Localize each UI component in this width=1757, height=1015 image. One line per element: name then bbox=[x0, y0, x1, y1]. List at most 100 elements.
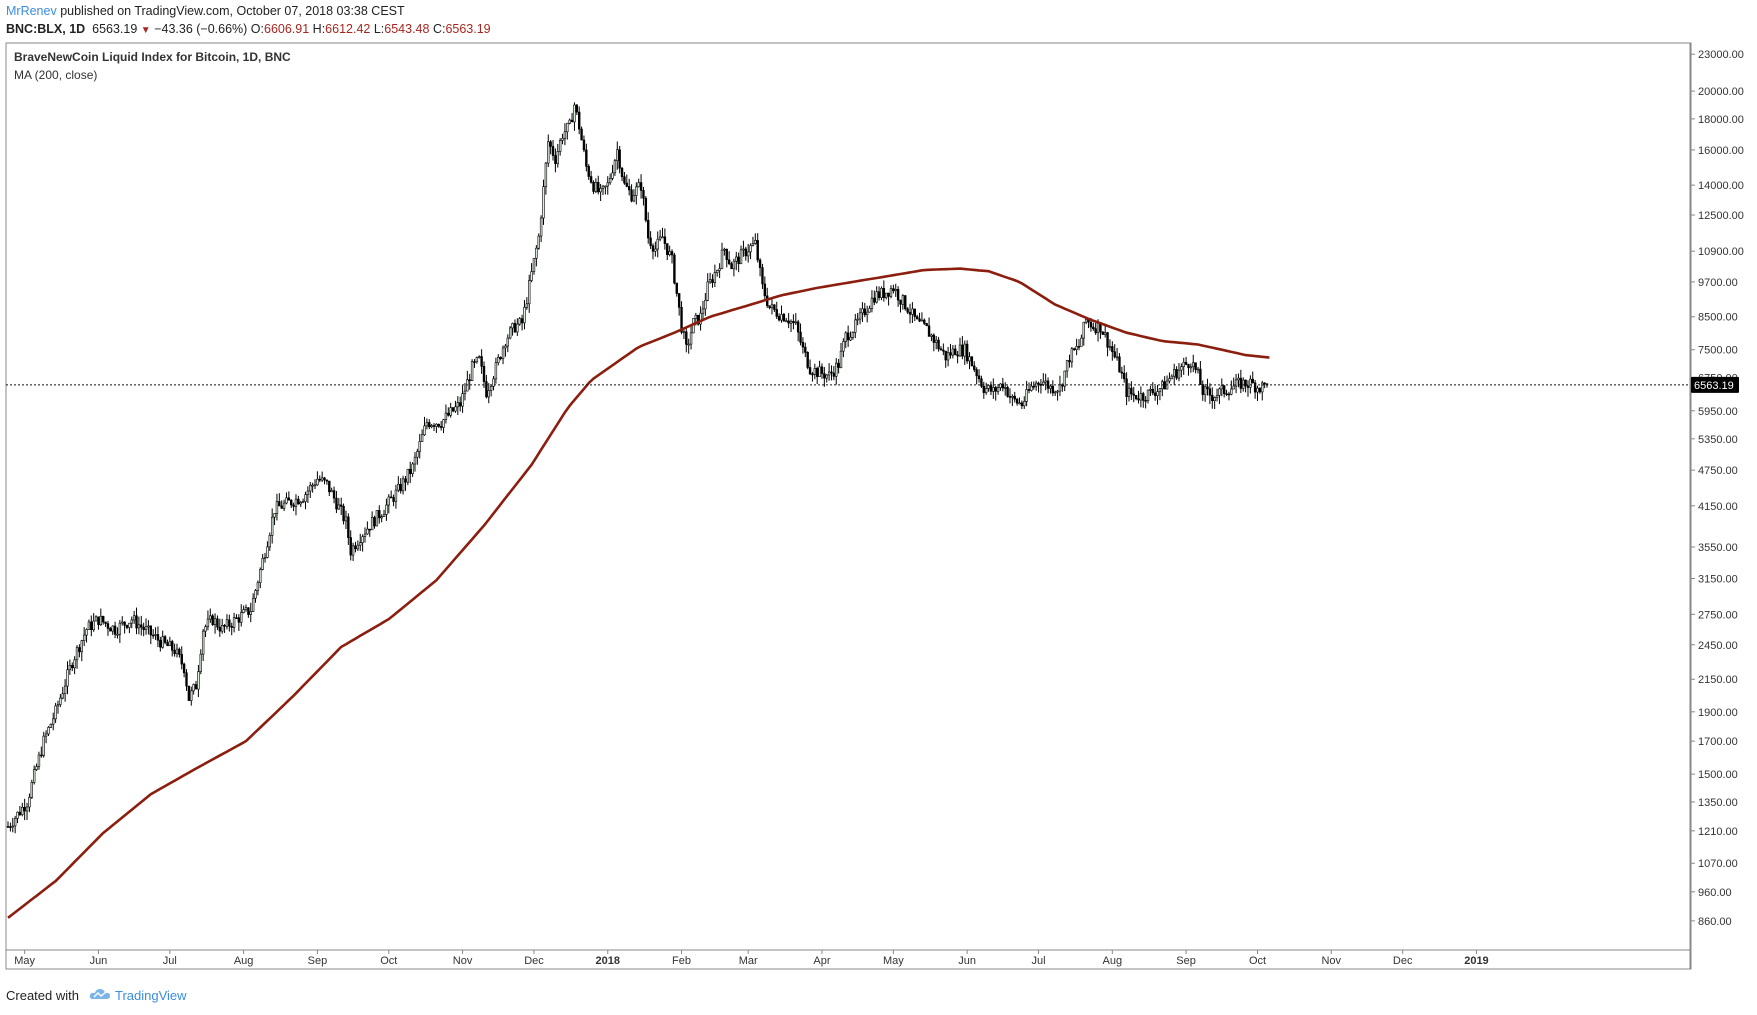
candle-body bbox=[718, 268, 721, 271]
candle-body bbox=[1232, 385, 1235, 390]
candle-body bbox=[1230, 388, 1233, 395]
candle-body bbox=[380, 516, 383, 519]
candle-body bbox=[1149, 388, 1152, 391]
y-tick-label: 860.00 bbox=[1698, 916, 1732, 928]
candle-body bbox=[537, 235, 540, 249]
candle-body bbox=[1082, 321, 1085, 339]
candle-body bbox=[958, 344, 962, 357]
candle-body bbox=[168, 641, 172, 647]
candle-body bbox=[485, 381, 488, 398]
candle-body bbox=[349, 537, 352, 556]
candle-body bbox=[449, 407, 452, 416]
candle-body bbox=[1218, 388, 1221, 396]
candle-body bbox=[720, 249, 724, 269]
candle-body bbox=[625, 182, 629, 187]
candle-body bbox=[589, 176, 593, 183]
candle-body bbox=[977, 375, 981, 380]
candle-body bbox=[56, 704, 60, 707]
candle-body bbox=[799, 331, 802, 343]
candle-body bbox=[361, 536, 364, 543]
candle-body bbox=[587, 166, 590, 177]
y-tick-label: 14000.00 bbox=[1698, 180, 1744, 192]
candle-body bbox=[270, 516, 274, 536]
candle-body bbox=[1094, 328, 1097, 334]
candle-body bbox=[492, 378, 495, 387]
close-value: 6563.19 bbox=[445, 22, 491, 36]
candle-body bbox=[818, 366, 821, 377]
candle-body bbox=[1101, 331, 1105, 335]
price-chart[interactable]: BraveNewCoin Liquid Index for Bitcoin, 1… bbox=[0, 42, 1757, 982]
candle-body bbox=[1163, 381, 1166, 390]
candle-body bbox=[316, 478, 319, 486]
candle-body bbox=[251, 597, 255, 612]
candle-body bbox=[685, 331, 688, 345]
candle-body bbox=[156, 634, 160, 641]
publish-info: MrRenev published on TradingView.com, Oc… bbox=[6, 4, 405, 18]
candle-body bbox=[739, 249, 743, 265]
candle-body bbox=[1068, 360, 1071, 363]
candle-body bbox=[1258, 387, 1262, 393]
candle-body bbox=[301, 501, 305, 503]
candle-body bbox=[392, 497, 395, 502]
candle-body bbox=[432, 425, 436, 427]
candle-body bbox=[1203, 386, 1207, 395]
candle-body bbox=[1253, 382, 1257, 393]
candle-body bbox=[320, 477, 324, 481]
x-tick-label: Nov bbox=[1321, 955, 1341, 967]
candle-body bbox=[592, 182, 595, 192]
candle-body bbox=[185, 672, 188, 687]
candle-body bbox=[420, 434, 424, 442]
candle-body bbox=[618, 149, 621, 169]
author-name[interactable]: MrRenev bbox=[6, 4, 57, 18]
candle-body bbox=[785, 320, 788, 323]
open-value: 6606.91 bbox=[264, 22, 310, 36]
candle-body bbox=[16, 811, 19, 819]
candle-body bbox=[140, 624, 143, 628]
candle-body bbox=[1199, 368, 1202, 385]
candle-body bbox=[375, 510, 379, 527]
candle-body bbox=[687, 343, 690, 346]
candle-body bbox=[106, 623, 110, 629]
candle-body bbox=[1139, 393, 1143, 401]
tradingview-brand[interactable]: TradingView bbox=[114, 988, 187, 1003]
candle-body bbox=[849, 337, 852, 341]
candle-body bbox=[147, 625, 150, 628]
candle-body bbox=[397, 483, 400, 491]
candle-body bbox=[113, 625, 117, 635]
candle-body bbox=[347, 516, 350, 538]
candle-body bbox=[982, 385, 986, 393]
candle-body bbox=[1108, 346, 1112, 348]
candle-body bbox=[775, 309, 778, 317]
candle-body bbox=[927, 325, 931, 337]
y-tick-label: 1900.00 bbox=[1698, 707, 1738, 719]
candle-body bbox=[261, 558, 264, 570]
candle-body bbox=[1103, 332, 1107, 335]
candle-body bbox=[37, 754, 41, 767]
time-axis[interactable]: May Jun Jul Aug Sep Oct Nov Dec 2018 Feb Mar Apr May… bbox=[14, 950, 1489, 967]
candle-body bbox=[642, 190, 645, 199]
candle-body bbox=[663, 236, 667, 244]
candle-body bbox=[568, 119, 571, 124]
candle-body bbox=[54, 705, 57, 720]
candle-body bbox=[78, 647, 81, 653]
y-tick-label: 8500.00 bbox=[1698, 312, 1738, 324]
candle-body bbox=[794, 321, 797, 324]
candle-body bbox=[190, 690, 193, 701]
candle-body bbox=[163, 636, 167, 643]
price-axis[interactable]: 23000.00 20000.00 18000.00 16000.00 14000.00… bbox=[1690, 49, 1744, 928]
candle-body bbox=[796, 321, 800, 333]
candle-body bbox=[80, 640, 83, 653]
open-label: O: bbox=[250, 22, 264, 36]
x-tick-label: Mar bbox=[739, 955, 758, 967]
candle-body bbox=[132, 615, 136, 621]
candle-body bbox=[1084, 319, 1088, 323]
candle-body bbox=[880, 287, 883, 298]
y-tick-label: 1700.00 bbox=[1698, 736, 1738, 748]
candle-body bbox=[832, 372, 836, 377]
candle-body bbox=[1056, 390, 1059, 393]
candle-body bbox=[777, 316, 781, 321]
y-tick-label: 23000.00 bbox=[1698, 49, 1744, 61]
candle-body bbox=[968, 356, 971, 362]
candle-body bbox=[544, 162, 548, 187]
candle-body bbox=[232, 617, 236, 628]
